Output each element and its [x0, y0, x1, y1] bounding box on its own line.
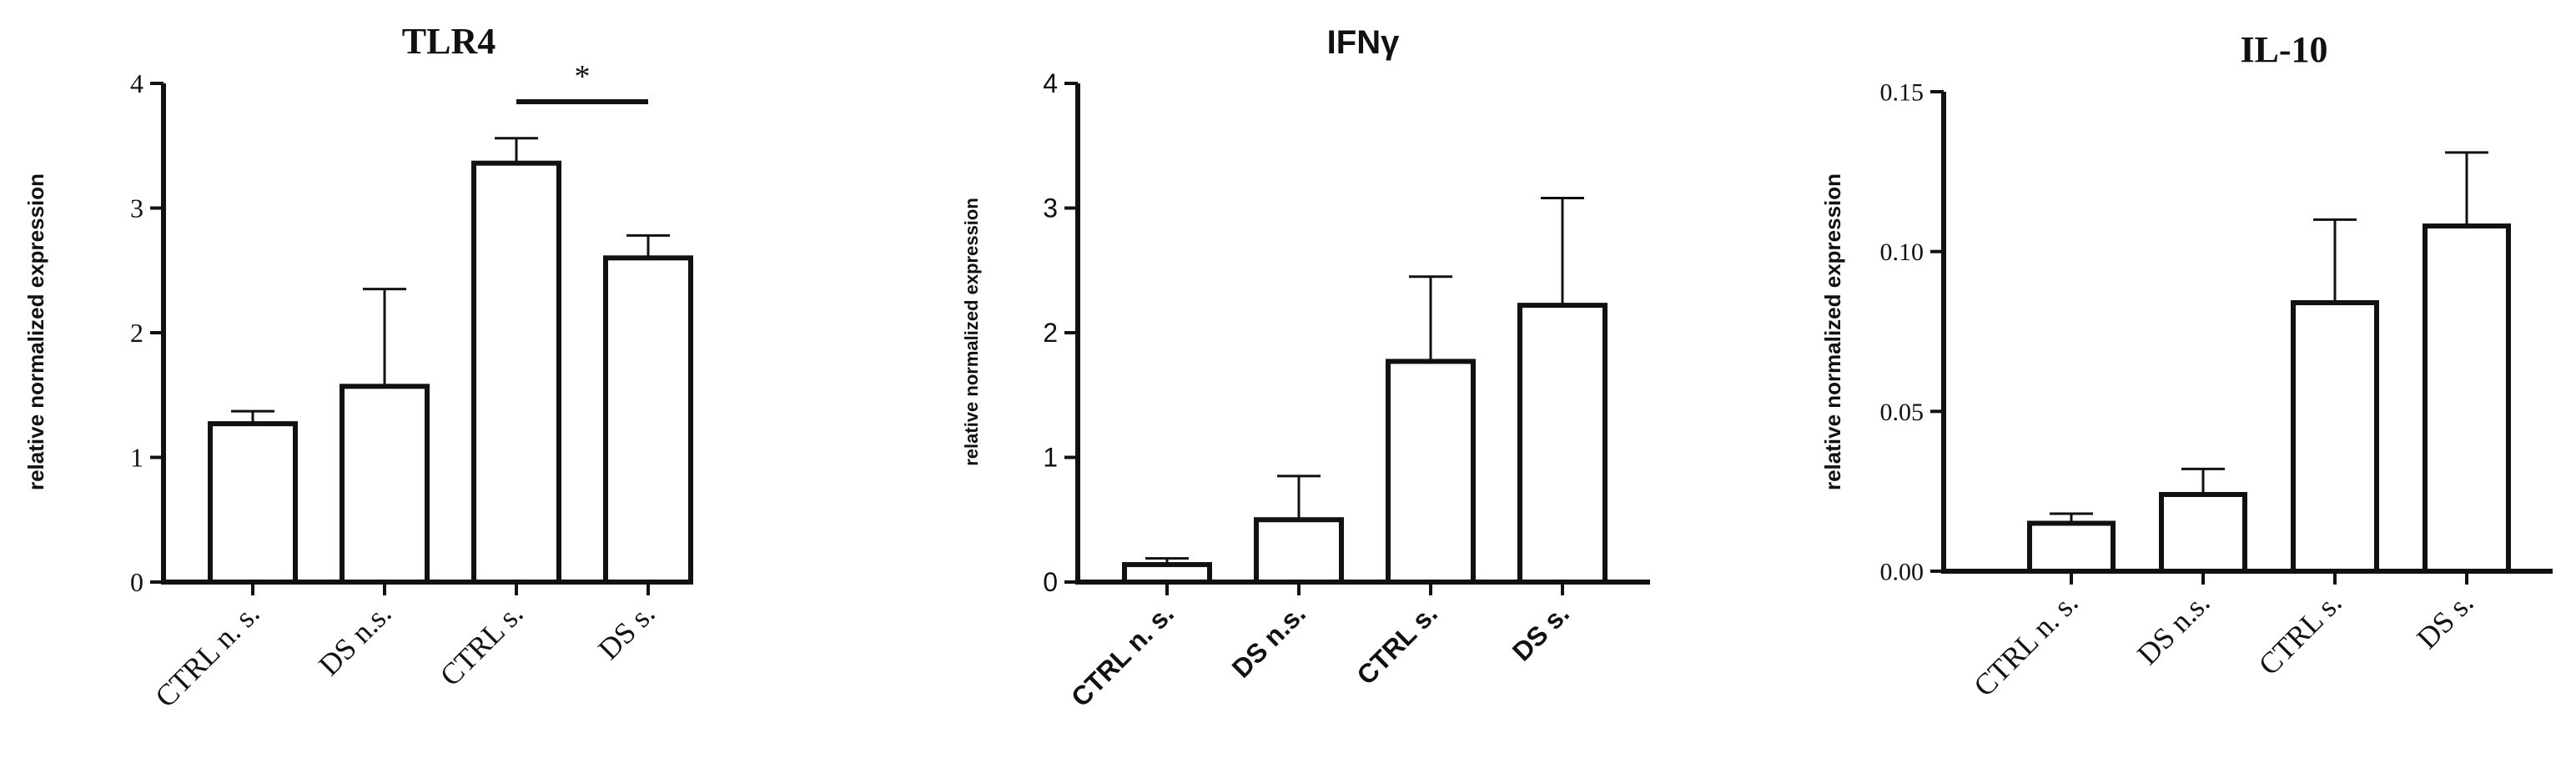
- x-tick-label: DS n.s.: [312, 596, 398, 682]
- bar: [340, 384, 430, 585]
- y-tick-label: 2: [130, 318, 143, 348]
- chart-title: IL-10: [2240, 29, 2327, 70]
- y-axis-label: relative normalized expression: [1820, 173, 1845, 490]
- y-axis-label: relative normalized expression: [961, 198, 982, 466]
- y-tick-label: 0: [130, 567, 143, 597]
- chart-il-10: IL-10 relative normalized expression 0.0…: [1820, 29, 2553, 703]
- bar: [1122, 562, 1212, 585]
- x-tick-label: CTRL n. s.: [148, 596, 265, 713]
- y-tick-label: 0.15: [1880, 79, 1924, 107]
- x-tick-label: DS s.: [591, 596, 661, 665]
- x-tick-label: DS s.: [1507, 598, 1575, 666]
- x-tick-label: CTRL s.: [2252, 585, 2348, 681]
- y-tick-label: 0.05: [1880, 399, 1924, 426]
- x-tick-label: DS n.s.: [2131, 585, 2216, 671]
- y-tick-label: 3: [1043, 193, 1058, 223]
- y-tick-label: 1: [1043, 443, 1058, 473]
- x-tick-label: CTRL n. s.: [1967, 585, 2084, 702]
- bar: [2027, 520, 2116, 574]
- y-tick-label: 4: [1043, 68, 1058, 98]
- y-tick-label: 0: [1043, 567, 1058, 597]
- chart-tlr4: TLR4 relative normalized expression 0 1 2 3…: [23, 21, 693, 714]
- bar: [2159, 492, 2247, 574]
- bar: [2291, 300, 2379, 574]
- significance-star: *: [575, 59, 591, 94]
- x-tick-label: CTRL n. s.: [1065, 598, 1180, 712]
- chart-ifn-gamma: IFNγ relative normalized expression 0 1 2 3…: [961, 24, 1650, 712]
- y-tick-label: 3: [130, 193, 143, 223]
- y-tick-label: 4: [130, 68, 143, 98]
- chart-title: TLR4: [402, 21, 496, 62]
- y-tick-label: 0.00: [1880, 559, 1924, 586]
- y-tick-label: 0.10: [1880, 238, 1924, 266]
- bar: [1254, 517, 1344, 585]
- bar: [2423, 223, 2511, 574]
- bar: [471, 160, 561, 585]
- x-tick-label: CTRL s.: [434, 596, 530, 692]
- y-tick-label: 2: [1043, 318, 1058, 348]
- chart-title: IFNγ: [1327, 24, 1400, 61]
- x-tick-label: DS s.: [2410, 585, 2479, 655]
- x-tick-label: CTRL s.: [1351, 598, 1443, 690]
- bar: [1386, 359, 1476, 585]
- y-tick-label: 1: [130, 443, 143, 473]
- bar: [603, 255, 693, 585]
- bar: [1517, 303, 1607, 585]
- bar: [208, 421, 298, 585]
- y-axis-label: relative normalized expression: [23, 173, 48, 490]
- x-tick-label: DS n.s.: [1226, 598, 1311, 683]
